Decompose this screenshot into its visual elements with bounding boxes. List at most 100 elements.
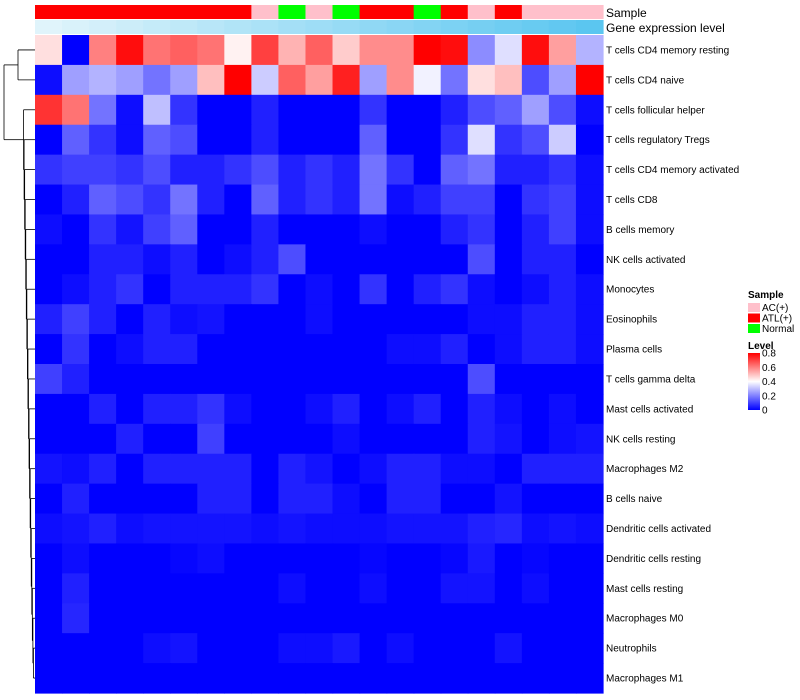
heatmap-cell <box>143 304 171 335</box>
heatmap-cell <box>116 453 144 485</box>
heatmap-cell <box>224 483 252 515</box>
heatmap-cell <box>440 154 469 186</box>
heatmap-cell <box>494 94 523 126</box>
heatmap-cell <box>278 244 307 275</box>
heatmap-cell <box>278 543 307 574</box>
heatmap-cell <box>278 64 307 96</box>
heatmap-cell <box>467 154 496 186</box>
heatmap-cell <box>413 483 442 515</box>
heatmap-cell <box>467 304 496 335</box>
gene-level-cell <box>548 20 577 34</box>
heatmap-cell <box>440 663 469 694</box>
heatmap-cell <box>575 35 604 66</box>
heatmap-cell <box>170 214 198 245</box>
heatmap-cell <box>413 453 442 485</box>
heatmap-cell <box>89 453 117 485</box>
heatmap-cell <box>548 423 577 455</box>
heatmap-cell <box>143 244 171 275</box>
heatmap-cell <box>251 663 280 694</box>
heatmap-cell <box>143 393 171 425</box>
gene-expression-annotation-label: Gene expression level <box>606 21 725 35</box>
heatmap-cell <box>467 483 496 515</box>
heatmap-cell <box>548 214 577 245</box>
heatmap-cell <box>35 154 63 186</box>
heatmap-cell <box>467 35 496 66</box>
heatmap-cell <box>197 423 225 455</box>
heatmap-cell <box>494 633 523 664</box>
heatmap-cell <box>440 423 469 455</box>
heatmap-cell <box>413 423 442 455</box>
heatmap-cell <box>575 603 604 634</box>
heatmap-cell <box>170 35 198 66</box>
heatmap-cell <box>521 513 550 545</box>
heatmap-cell <box>494 603 523 634</box>
legend-level-gradient <box>748 353 760 410</box>
legend-sample-entries: AC(+)ATL(+)Normal <box>748 303 794 335</box>
heatmap-cell <box>251 603 280 634</box>
heatmap-cell <box>548 573 577 604</box>
heatmap-cell <box>413 214 442 245</box>
heatmap-cell <box>251 483 280 515</box>
heatmap-cell <box>62 633 90 664</box>
row-label: Monocytes <box>606 285 654 296</box>
legend-sample-swatch <box>748 313 760 323</box>
heatmap-cell <box>170 364 198 395</box>
heatmap-cell <box>197 64 225 96</box>
sample-annotation-label: Sample <box>606 6 647 20</box>
heatmap-cell <box>62 274 90 305</box>
heatmap-cell <box>224 124 252 156</box>
heatmap-cell <box>332 35 361 66</box>
heatmap-cell <box>224 35 252 66</box>
heatmap-cell <box>278 214 307 245</box>
heatmap-cell <box>467 334 496 365</box>
heatmap-cell <box>278 633 307 664</box>
heatmap-cell <box>575 94 604 126</box>
heatmap-cell <box>332 154 361 186</box>
heatmap-cell <box>521 94 550 126</box>
heatmap-cell <box>251 453 280 485</box>
heatmap-cell <box>62 184 90 216</box>
heatmap-cell <box>575 154 604 186</box>
heatmap-cell <box>548 274 577 305</box>
heatmap-cell <box>359 603 388 634</box>
heatmap-cell <box>89 393 117 425</box>
heatmap-cell <box>521 423 550 455</box>
heatmap-cell <box>62 64 90 96</box>
heatmap-cell <box>413 393 442 425</box>
heatmap-cell <box>332 663 361 694</box>
heatmap-cell <box>116 364 144 395</box>
heatmap-cell <box>440 603 469 634</box>
row-label: NK cells resting <box>606 434 675 445</box>
heatmap-cell <box>116 603 144 634</box>
sample-annotation-cell <box>332 5 361 19</box>
heatmap-cell <box>197 633 225 664</box>
heatmap-cell <box>143 274 171 305</box>
heatmap-cell <box>494 364 523 395</box>
heatmap-cell <box>305 184 334 216</box>
heatmap-cell <box>548 453 577 485</box>
heatmap-cell <box>89 64 117 96</box>
row-label: NK cells activated <box>606 255 685 266</box>
heatmap-cell <box>332 214 361 245</box>
heatmap-cell <box>224 663 252 694</box>
heatmap-cell <box>440 35 469 66</box>
heatmap-cell <box>278 423 307 455</box>
heatmap-cell <box>197 364 225 395</box>
heatmap-cell <box>143 573 171 604</box>
heatmap-cell <box>251 573 280 604</box>
heatmap-cell <box>116 35 144 66</box>
heatmap-cell <box>62 513 90 545</box>
heatmap-cell <box>143 334 171 365</box>
gene-level-cell <box>467 20 496 34</box>
heatmap-cell <box>332 603 361 634</box>
heatmap-cell <box>548 543 577 574</box>
heatmap-cell <box>521 573 550 604</box>
gene-level-cell <box>413 20 442 34</box>
heatmap-cell <box>521 603 550 634</box>
heatmap-cell <box>386 334 415 365</box>
heatmap-cell <box>278 35 307 66</box>
heatmap-cell <box>116 423 144 455</box>
heatmap-cell <box>386 663 415 694</box>
heatmap-cell <box>548 124 577 156</box>
heatmap-cell <box>575 364 604 395</box>
